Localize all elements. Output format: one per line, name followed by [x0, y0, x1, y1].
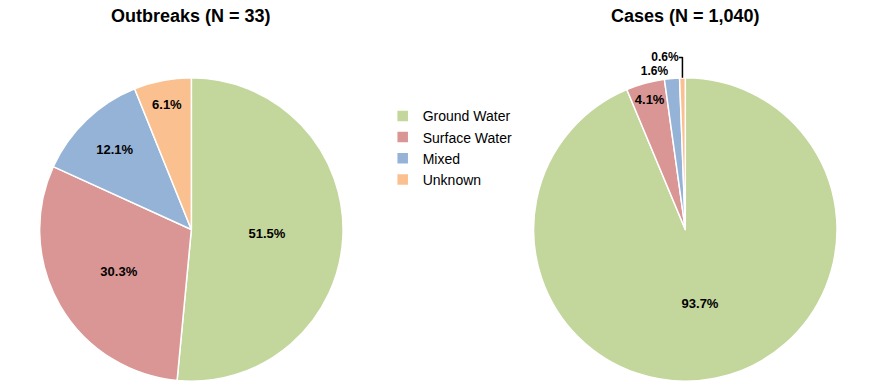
svg-text:Unknown: Unknown	[423, 172, 481, 188]
svg-text:Mixed: Mixed	[423, 151, 460, 167]
svg-text:6.1%: 6.1%	[152, 97, 182, 112]
svg-text:12.1%: 12.1%	[96, 142, 133, 157]
svg-text:Outbreaks (N = 33): Outbreaks (N = 33)	[111, 6, 271, 26]
svg-text:30.3%: 30.3%	[100, 264, 137, 279]
svg-text:4.1%: 4.1%	[635, 92, 665, 107]
svg-text:93.7%: 93.7%	[682, 296, 719, 311]
svg-text:Cases (N = 1,040): Cases (N = 1,040)	[611, 6, 760, 26]
svg-text:0.6%: 0.6%	[651, 50, 679, 64]
svg-text:1.6%: 1.6%	[641, 64, 669, 78]
svg-text:Ground Water: Ground Water	[423, 108, 511, 124]
svg-text:Surface Water: Surface Water	[423, 130, 512, 146]
svg-text:51.5%: 51.5%	[248, 226, 285, 241]
